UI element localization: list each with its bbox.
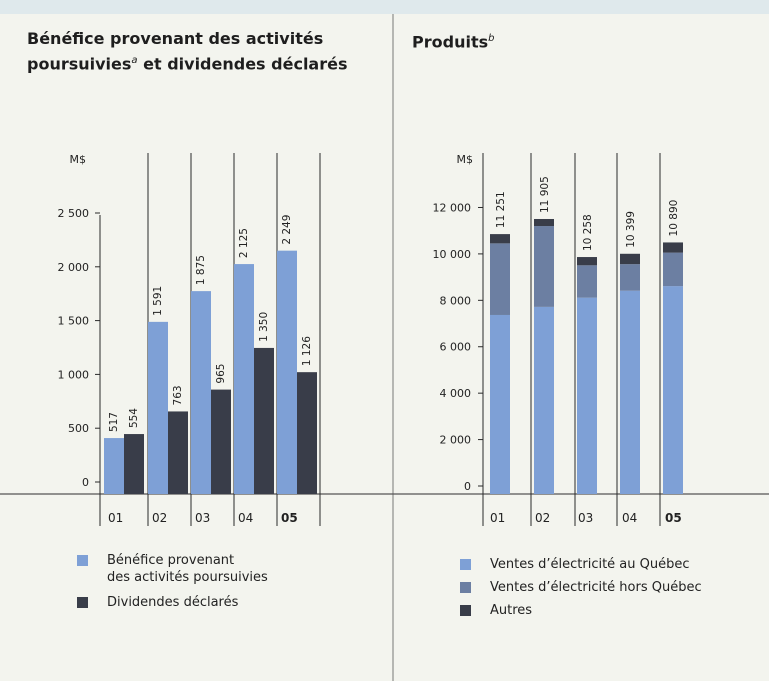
left-bar-label-dividendes: 965 [215, 364, 227, 384]
left-bar-label-benefice: 1 591 [152, 286, 164, 316]
right-bar-hors-quebec [534, 226, 554, 307]
legend-item-hors-quebec: Ventes d’électricité hors Québec [460, 579, 702, 596]
left-bar-label-dividendes: 1 126 [301, 336, 313, 366]
legend-label-benefice-line2: des activités poursuivies [107, 570, 268, 585]
left-y-tick-label: 1 000 [58, 368, 90, 381]
left-bar-label-benefice: 517 [108, 412, 120, 432]
left-category-label: 04 [238, 511, 253, 525]
right-y-tick-label: 0 [464, 480, 471, 493]
right-bar-hors-quebec [490, 243, 510, 315]
right-y-tick-label: 8 000 [440, 294, 472, 307]
left-bar-label-dividendes: 763 [172, 385, 184, 405]
left-unit-label: M$ [70, 153, 87, 166]
left-bar-benefice [191, 291, 211, 494]
left-y-tick-label: 2 500 [58, 207, 90, 220]
right-total-label: 10 890 [668, 200, 680, 237]
legend-label-dividendes: Dividendes déclarés [107, 595, 239, 610]
right-bar-autres [490, 234, 510, 244]
right-bar-quebec [663, 286, 683, 494]
left-title-line1: Bénéfice provenant des activités [27, 29, 324, 48]
legend-swatch-dividendes [77, 597, 88, 608]
right-category-label: 03 [578, 511, 593, 525]
left-bar-label-dividendes: 1 350 [258, 312, 270, 342]
left-bar-benefice [277, 250, 297, 494]
legend-label-quebec: Ventes d’électricité au Québec [490, 557, 690, 572]
left-bar-label-dividendes: 554 [128, 408, 140, 428]
right-category-label: 01 [490, 511, 505, 525]
right-total-label: 10 399 [625, 211, 637, 248]
left-title-sup: a [131, 55, 138, 66]
left-legend: Bénéfice provenant des activités poursui… [77, 552, 268, 617]
left-category-label: 05 [281, 511, 298, 525]
legend-item-quebec: Ventes d’électricité au Québec [460, 556, 702, 573]
right-y-tick-label: 12 000 [433, 201, 472, 214]
legend-swatch-hors-quebec [460, 582, 471, 593]
right-bar-autres [663, 242, 683, 253]
right-title-sup: b [488, 33, 495, 44]
right-category-label: 02 [535, 511, 550, 525]
left-bar-benefice [148, 321, 168, 494]
left-bar-dividendes [254, 347, 274, 494]
right-bar-hors-quebec [577, 265, 597, 298]
right-bar-quebec [620, 290, 640, 494]
legend-item-benefice: Bénéfice provenant des activités poursui… [77, 552, 268, 586]
left-bar-benefice [234, 264, 254, 494]
right-bar-quebec [490, 314, 510, 494]
left-title-line2-a: poursuivies [27, 54, 132, 74]
right-title-text: Produits [412, 32, 489, 52]
left-y-tick-label: 0 [82, 476, 89, 489]
left-chart-title: Bénéfice provenant des activités poursui… [27, 28, 367, 75]
right-bar-autres [620, 253, 640, 265]
right-y-tick-label: 2 000 [440, 434, 472, 447]
legend-swatch-autres [460, 605, 471, 616]
left-bar-dividendes [297, 372, 317, 494]
right-total-label: 11 251 [495, 191, 507, 228]
right-bar-quebec [577, 297, 597, 494]
left-bar-label-benefice: 1 875 [195, 255, 207, 285]
right-legend: Ventes d’électricité au Québec Ventes d’… [460, 556, 702, 625]
left-y-tick-label: 2 000 [58, 261, 90, 274]
left-y-tick-label: 1 500 [58, 315, 90, 328]
legend-label-hors-quebec: Ventes d’électricité hors Québec [490, 580, 702, 595]
left-bar-label-benefice: 2 125 [238, 228, 250, 258]
right-y-tick-label: 4 000 [440, 387, 472, 400]
legend-swatch-benefice [77, 555, 88, 566]
legend-item-dividendes: Dividendes déclarés [77, 594, 268, 611]
right-bar-autres [534, 218, 554, 227]
right-total-label: 10 258 [582, 214, 594, 251]
right-unit-label: M$ [457, 153, 474, 166]
left-bar-benefice [104, 438, 124, 494]
left-category-label: 03 [195, 511, 210, 525]
left-bar-dividendes [168, 411, 188, 494]
legend-item-autres: Autres [460, 602, 702, 619]
right-y-tick-label: 10 000 [433, 248, 472, 261]
right-bar-quebec [534, 306, 554, 494]
left-y-tick-label: 500 [68, 422, 89, 435]
left-title-line2-b: et dividendes déclarés [137, 54, 348, 74]
left-category-label: 01 [108, 511, 123, 525]
legend-swatch-quebec [460, 559, 471, 570]
legend-label-benefice-line1: Bénéfice provenant [107, 553, 235, 568]
left-title-line2: poursuiviesa et dividendes déclarés [27, 50, 367, 75]
right-total-label: 11 905 [539, 176, 551, 213]
right-category-label: 04 [622, 511, 637, 525]
left-bar-dividendes [124, 434, 144, 494]
right-y-tick-label: 6 000 [440, 341, 472, 354]
right-category-label: 05 [665, 511, 682, 525]
right-bar-hors-quebec [620, 264, 640, 291]
legend-label-autres: Autres [490, 603, 533, 618]
right-bar-hors-quebec [663, 252, 683, 287]
left-bar-dividendes [211, 389, 231, 494]
right-bar-autres [577, 257, 597, 266]
left-bar-label-benefice: 2 249 [281, 215, 293, 245]
top-band [0, 0, 769, 14]
left-category-label: 02 [152, 511, 167, 525]
right-chart-title: Produitsb [412, 28, 732, 53]
